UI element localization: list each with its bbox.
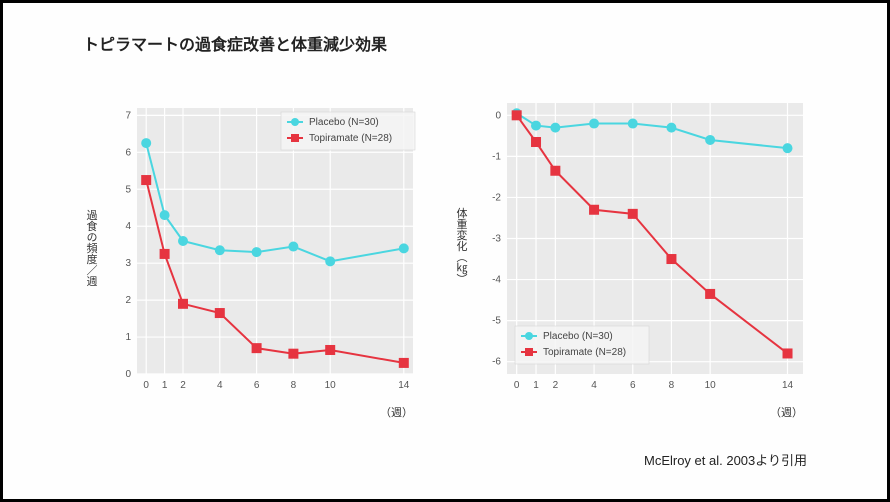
svg-text:Topiramate (N=28): Topiramate (N=28) xyxy=(543,347,626,358)
svg-text:6: 6 xyxy=(630,380,636,391)
svg-text:Topiramate (N=28): Topiramate (N=28) xyxy=(309,133,392,144)
svg-text:10: 10 xyxy=(325,380,337,391)
svg-text:8: 8 xyxy=(669,380,675,391)
chart2-xlabel: （週） xyxy=(770,404,803,420)
svg-text:1: 1 xyxy=(533,380,539,391)
svg-text:2: 2 xyxy=(180,380,186,391)
slide-frame: トピラマートの過食症改善と体重減少効果 過食の頻度／週 0 1 2 3 4 5 6 7 0 1 2 4… xyxy=(0,0,890,502)
chart-binge-frequency: 過食の頻度／週 012345670124681014Placebo (N=30)… xyxy=(103,98,423,398)
svg-text:6: 6 xyxy=(125,147,131,158)
chart1-ylabel: 過食の頻度／週 xyxy=(83,210,99,287)
svg-text:8: 8 xyxy=(291,380,297,391)
svg-text:6: 6 xyxy=(254,380,260,391)
chart2-ylabel: 体重変化（㎏） xyxy=(453,207,469,284)
svg-text:14: 14 xyxy=(398,380,410,391)
svg-text:Placebo (N=30): Placebo (N=30) xyxy=(543,331,613,342)
svg-text:1: 1 xyxy=(125,332,131,343)
svg-text:14: 14 xyxy=(782,380,794,391)
svg-text:4: 4 xyxy=(125,221,131,232)
svg-text:-1: -1 xyxy=(492,151,501,162)
svg-text:2: 2 xyxy=(553,380,559,391)
svg-text:Placebo (N=30): Placebo (N=30) xyxy=(309,117,379,128)
svg-text:-3: -3 xyxy=(492,234,501,245)
chart1-xlabel: （週） xyxy=(380,404,413,420)
svg-text:0: 0 xyxy=(125,369,131,380)
svg-text:5: 5 xyxy=(125,184,131,195)
svg-text:10: 10 xyxy=(705,380,717,391)
chart-weight-change: 体重変化（㎏） -6-5-4-3-2-100124681014Placebo (… xyxy=(473,93,813,398)
chart2-svg: -6 -5 -4 -3 -2 -1 0 0 1 2 4 6 8 10 14 Placebo (N=30) Top… xyxy=(473,93,813,398)
citation-text: McElroy et al. 2003より引用 xyxy=(644,450,807,469)
svg-text:4: 4 xyxy=(591,380,597,391)
svg-text:2: 2 xyxy=(125,295,131,306)
svg-text:-2: -2 xyxy=(492,192,501,203)
svg-text:1: 1 xyxy=(162,380,168,391)
svg-text:7: 7 xyxy=(125,110,131,121)
svg-text:0: 0 xyxy=(514,380,520,391)
svg-text:4: 4 xyxy=(217,380,223,391)
slide-title: トピラマートの過食症改善と体重減少効果 xyxy=(83,31,387,55)
svg-text:-4: -4 xyxy=(492,275,501,286)
svg-text:-5: -5 xyxy=(492,316,501,327)
svg-text:0: 0 xyxy=(143,380,149,391)
svg-text:3: 3 xyxy=(125,258,131,269)
chart1-svg: 0 1 2 3 4 5 6 7 0 1 2 4 6 8 10 14 Placebo (N=30) Topirama… xyxy=(103,98,423,398)
svg-text:0: 0 xyxy=(495,110,501,121)
svg-text:-6: -6 xyxy=(492,357,501,368)
